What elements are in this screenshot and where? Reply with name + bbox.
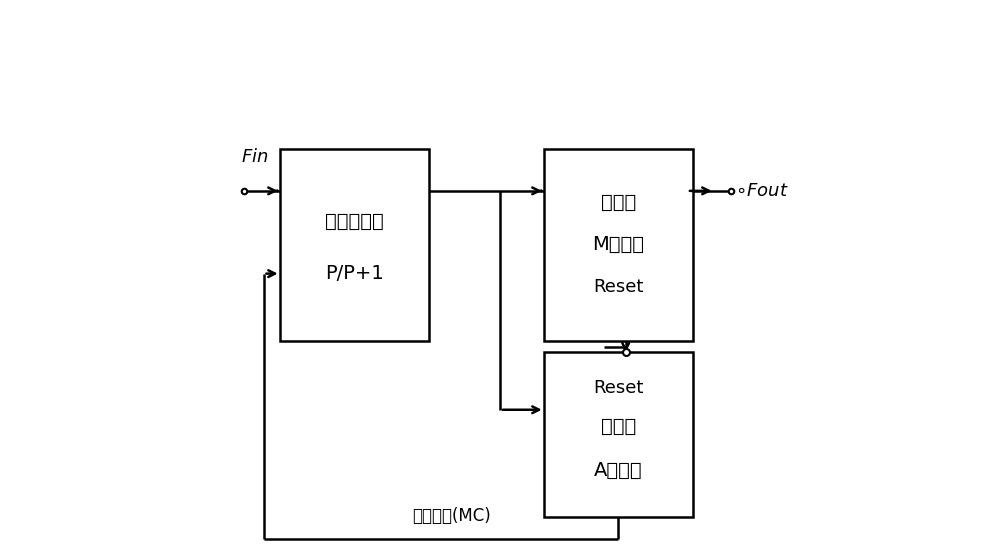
FancyBboxPatch shape <box>544 352 692 517</box>
Text: $\circ F$out: $\circ F$out <box>735 182 789 200</box>
Text: P/P+1: P/P+1 <box>325 264 384 283</box>
Text: 双模预分频: 双模预分频 <box>325 212 384 231</box>
Text: 可编程: 可编程 <box>601 417 636 436</box>
Text: Reset: Reset <box>593 278 643 296</box>
Text: A计数器: A计数器 <box>594 461 643 480</box>
Text: 模式控制(MC): 模式控制(MC) <box>413 507 491 525</box>
Text: Reset: Reset <box>593 379 643 397</box>
Text: 可编程: 可编程 <box>601 193 636 212</box>
FancyBboxPatch shape <box>544 148 692 341</box>
Text: M计数器: M计数器 <box>592 235 644 254</box>
FancyBboxPatch shape <box>280 148 428 341</box>
Text: $F$in: $F$in <box>241 148 269 166</box>
